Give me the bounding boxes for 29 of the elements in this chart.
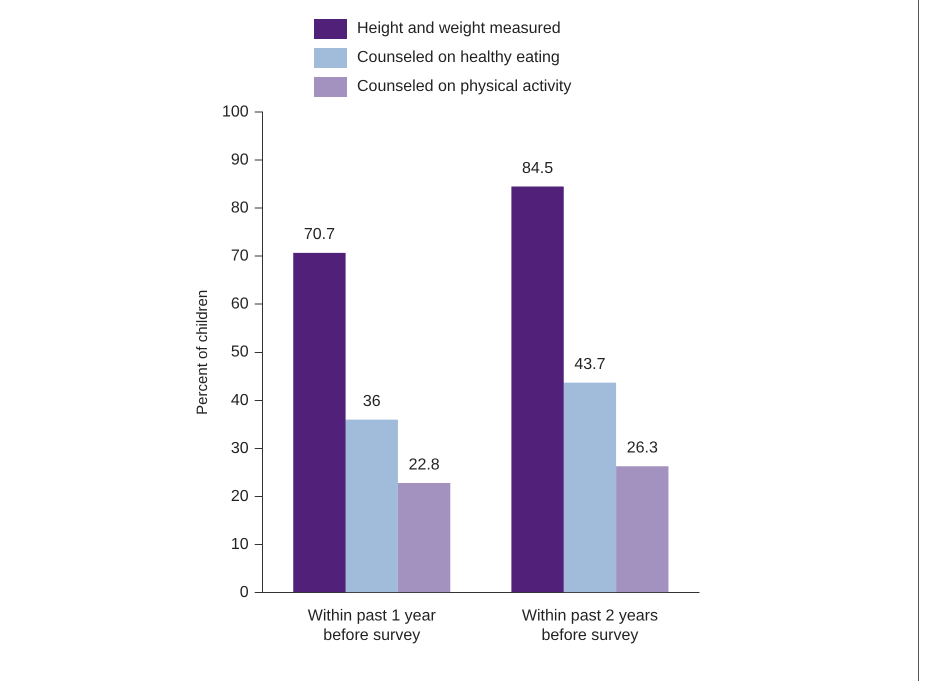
bar <box>616 466 668 592</box>
data-label: 84.5 <box>522 160 554 177</box>
y-tick-label: 10 <box>230 536 249 553</box>
y-tick-label: 50 <box>230 344 249 361</box>
y-tick-label: 0 <box>240 584 249 602</box>
x-tick-label: Within past 2 years before survey <box>522 608 658 644</box>
legend-label: Counseled on healthy eating <box>357 48 560 66</box>
data-label: 26.3 <box>626 440 658 457</box>
bar <box>511 186 564 592</box>
data-label: 43.7 <box>574 356 606 373</box>
data-label: 70.7 <box>304 226 336 244</box>
legend-label: Counseled on physical activity <box>357 78 572 96</box>
bar <box>293 252 346 592</box>
bar <box>398 483 450 592</box>
y-tick-label: 60 <box>230 296 249 313</box>
y-tick-label: 20 <box>230 488 249 505</box>
data-label: 22.8 <box>408 456 440 474</box>
y-tick-label: 100 <box>222 103 249 120</box>
y-tick-label: 30 <box>230 440 249 457</box>
data-label: 36 <box>362 392 381 410</box>
y-tick-label: 40 <box>230 392 249 409</box>
bar <box>564 382 616 592</box>
y-axis-title: Percent of children <box>194 290 212 415</box>
bar <box>346 420 398 592</box>
y-tick-label: 90 <box>230 151 249 168</box>
x-tick-label: Within past 1 year before survey <box>308 608 436 644</box>
y-tick-label: 80 <box>230 200 249 217</box>
legend-label: Height and weight measured <box>357 20 561 38</box>
y-tick-label: 70 <box>230 248 249 265</box>
